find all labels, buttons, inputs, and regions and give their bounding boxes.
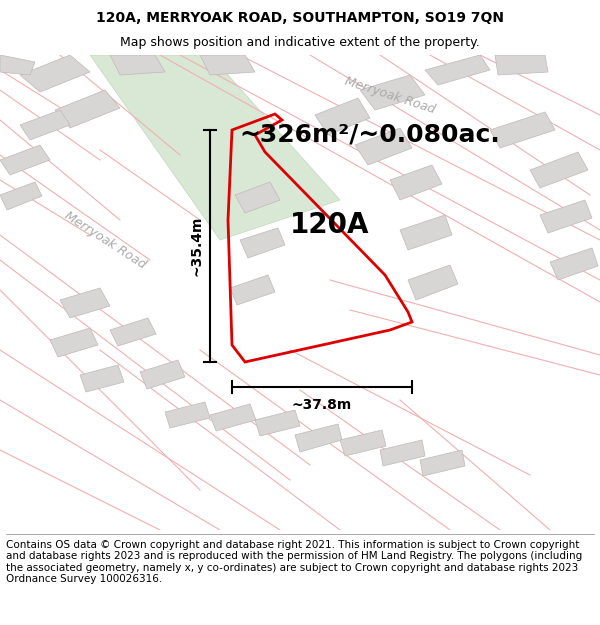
Text: ~326m²/~0.080ac.: ~326m²/~0.080ac. [239,123,500,147]
Polygon shape [390,165,442,200]
Text: Merryoak Road: Merryoak Road [343,74,437,116]
Polygon shape [140,360,185,389]
Polygon shape [420,450,465,476]
Text: ~37.8m: ~37.8m [292,398,352,412]
Polygon shape [240,228,285,258]
Polygon shape [400,215,452,250]
Text: Contains OS data © Crown copyright and database right 2021. This information is : Contains OS data © Crown copyright and d… [6,539,582,584]
Polygon shape [490,112,555,148]
Polygon shape [110,318,156,346]
Text: ~35.4m: ~35.4m [189,216,203,276]
Polygon shape [235,182,280,213]
Polygon shape [90,55,340,240]
Polygon shape [0,182,42,210]
Polygon shape [360,75,425,110]
Polygon shape [0,145,50,175]
Polygon shape [530,152,588,188]
Polygon shape [20,55,90,92]
Polygon shape [50,328,98,357]
Polygon shape [20,110,70,140]
Text: 120A, MERRYOAK ROAD, SOUTHAMPTON, SO19 7QN: 120A, MERRYOAK ROAD, SOUTHAMPTON, SO19 7… [96,11,504,25]
Polygon shape [0,55,35,75]
Polygon shape [230,275,275,305]
Text: Map shows position and indicative extent of the property.: Map shows position and indicative extent… [120,36,480,49]
Polygon shape [425,55,490,85]
Polygon shape [540,200,592,233]
Polygon shape [60,288,110,318]
Polygon shape [295,424,342,452]
Polygon shape [495,55,548,75]
Polygon shape [165,402,210,428]
Polygon shape [210,404,256,431]
Polygon shape [315,98,370,135]
Polygon shape [110,55,165,75]
Text: Merryoak Road: Merryoak Road [62,209,148,271]
Polygon shape [80,365,124,392]
Polygon shape [55,90,120,128]
Text: 120A: 120A [290,211,370,239]
Polygon shape [200,55,255,75]
Polygon shape [380,440,425,466]
Polygon shape [550,248,598,280]
Polygon shape [408,265,458,300]
Polygon shape [340,430,386,456]
Polygon shape [255,410,300,436]
Polygon shape [355,128,412,165]
